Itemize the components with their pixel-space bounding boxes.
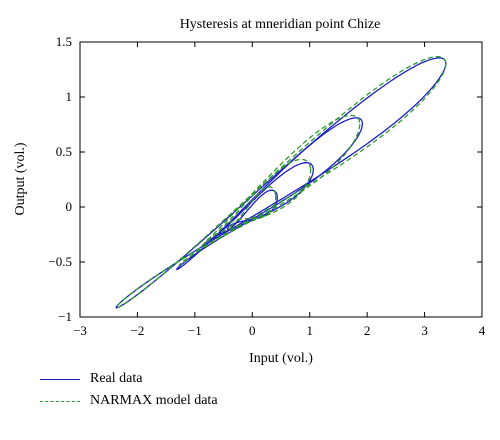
tick-layer: −3 −2 −1 0 1 2 3 4 −1 −0.5 0 0.5 1 1.5 [48, 34, 485, 338]
y-tick-label: 0 [66, 199, 73, 214]
y-tick-label: −0.5 [48, 254, 72, 269]
real-data-loop-1 [175, 117, 364, 271]
x-tick-label: −2 [131, 323, 145, 338]
real-data-loop-0 [115, 57, 447, 309]
x-tick-label: 1 [306, 323, 313, 338]
y-tick-label: −1 [58, 309, 72, 324]
narmax-data-loop-2 [204, 158, 312, 243]
legend-swatch-narmax [40, 400, 80, 402]
legend-swatch-real-data [40, 378, 80, 380]
legend-item-narmax: NARMAX model data [40, 390, 218, 412]
real-data-loop-2 [202, 162, 314, 247]
narmax-data-loop-3 [228, 186, 277, 227]
y-tick-label: 0.5 [56, 144, 72, 159]
y-tick-label: 1.5 [56, 34, 72, 49]
y-axis-title: Output (vol.) [13, 142, 28, 215]
legend-label-narmax: NARMAX model data [90, 393, 218, 408]
legend: Real data NARMAX model data [40, 368, 218, 412]
y-tick-label: 1 [66, 89, 73, 104]
x-axis-title: Input (vol.) [249, 351, 313, 366]
x-tick-label: 2 [364, 323, 371, 338]
plot-area [79, 41, 483, 318]
x-tick-label: 3 [421, 323, 428, 338]
x-tick-label: 0 [249, 323, 256, 338]
legend-item-real-data: Real data [40, 368, 218, 390]
x-tick-label: 4 [479, 323, 486, 338]
chart-title: Hysteresis at mneridian point Chize [180, 17, 381, 32]
legend-label-real-data: Real data [90, 371, 143, 386]
narmax-data-loop-0 [115, 55, 447, 309]
curve-layer [115, 55, 447, 309]
x-tick-label: −3 [73, 323, 87, 338]
real-data-loop-3 [226, 189, 278, 230]
x-tick-label: −1 [188, 323, 202, 338]
narmax-data-loop-1 [178, 114, 361, 266]
